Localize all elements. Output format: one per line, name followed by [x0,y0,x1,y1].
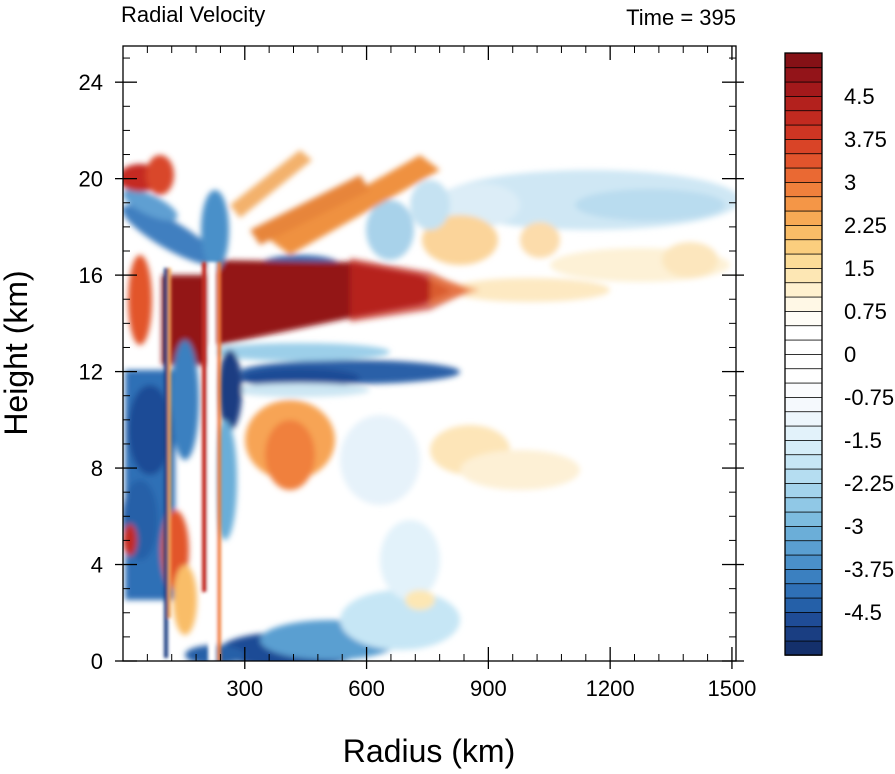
y-tick-label: 4 [91,553,103,578]
x-axis-label: Radius (km) [343,733,515,769]
colorbar-swatch [784,353,823,370]
colorbar-swatch [784,167,823,183]
colorbar-label: 3.75 [844,127,887,152]
colorbar-label: -3 [844,514,864,539]
colorbar-swatch [784,396,823,413]
colorbar-swatch [784,124,823,140]
colorbar-swatch [784,611,823,628]
colorbar-label: 1.5 [844,256,875,281]
colorbar-swatch [784,281,823,298]
colorbar: 4.5 3.75 3 2.25 1.5 0.75 0 -0.75 -1.5 -2.25 -3 -3.7… [784,52,894,656]
colorbar-swatch [784,554,823,570]
colorbar-swatch [784,339,823,355]
colorbar-swatch [784,453,823,470]
x-tick-label: 900 [470,676,507,701]
colorbar-label: 0 [844,342,856,367]
colorbar-swatch [784,152,823,169]
colorbar-swatch [784,539,823,556]
x-tick-label: 1200 [586,676,635,701]
colorbar-label: 4.5 [844,84,875,109]
colorbar-swatch [784,439,823,456]
colorbar-label: 3 [844,170,856,195]
colorbar-swatch [784,238,823,255]
colorbar-swatch [784,296,823,312]
colorbar-swatch [784,95,823,112]
colorbar-swatch [784,468,823,484]
colorbar-swatch [784,625,823,642]
x-tick-label: 300 [226,676,263,701]
colorbar-swatch [784,224,823,241]
colorbar-swatch [784,425,823,441]
colorbar-swatch [784,324,823,341]
colorbar-label: 0.75 [844,299,887,324]
colorbar-swatch [784,138,823,155]
colorbar-swatch [784,195,823,212]
colorbar-swatch [784,525,823,542]
colorbar-label: -1.5 [844,428,882,453]
colorbar-swatch [784,511,823,527]
colorbar-swatch [784,66,823,83]
chart-title-right: Time = 395 [626,5,736,30]
colorbar-label: 2.25 [844,213,887,238]
y-tick-label: 12 [79,360,103,385]
heatmap-field [123,46,736,661]
colorbar-swatch [784,640,823,656]
y-axis-label: Height (km) [0,270,34,435]
colorbar-swatch [784,310,823,327]
colorbar-swatch [784,81,823,97]
y-tick-label: 24 [79,70,103,95]
plot-frame [122,45,737,662]
colorbar-swatch [784,52,823,69]
y-tick-label: 8 [91,456,103,481]
colorbar-swatch [784,109,823,126]
colorbar-swatch [784,597,823,613]
x-tick-label: 1500 [707,676,756,701]
colorbar-swatch [784,267,823,284]
y-tick-label: 0 [91,649,103,674]
colorbar-swatch [784,482,823,499]
colorbar-label: -3.75 [844,557,894,582]
colorbar-swatch [784,410,823,427]
colorbar-swatch [784,181,823,198]
colorbar-swatch [784,367,823,384]
colorbar-frame [784,52,823,656]
x-axis: 300 600 900 1200 1500 [146,46,756,701]
y-tick-label: 16 [79,263,103,288]
colorbar-swatch [784,568,823,585]
x-tick-label: 600 [348,676,385,701]
colorbar-label: -4.5 [844,600,882,625]
colorbar-swatch [784,582,823,599]
colorbar-label: -2.25 [844,471,894,496]
y-tick-label: 20 [79,167,103,192]
colorbar-swatch [784,253,823,269]
colorbar-swatch [784,496,823,513]
colorbar-swatch [784,382,823,398]
chart-title-left: Radial Velocity [121,2,265,27]
colorbar-label: -0.75 [844,385,894,410]
colorbar-swatch [784,210,823,226]
y-axis: 0 4 8 12 16 20 24 [79,57,744,674]
